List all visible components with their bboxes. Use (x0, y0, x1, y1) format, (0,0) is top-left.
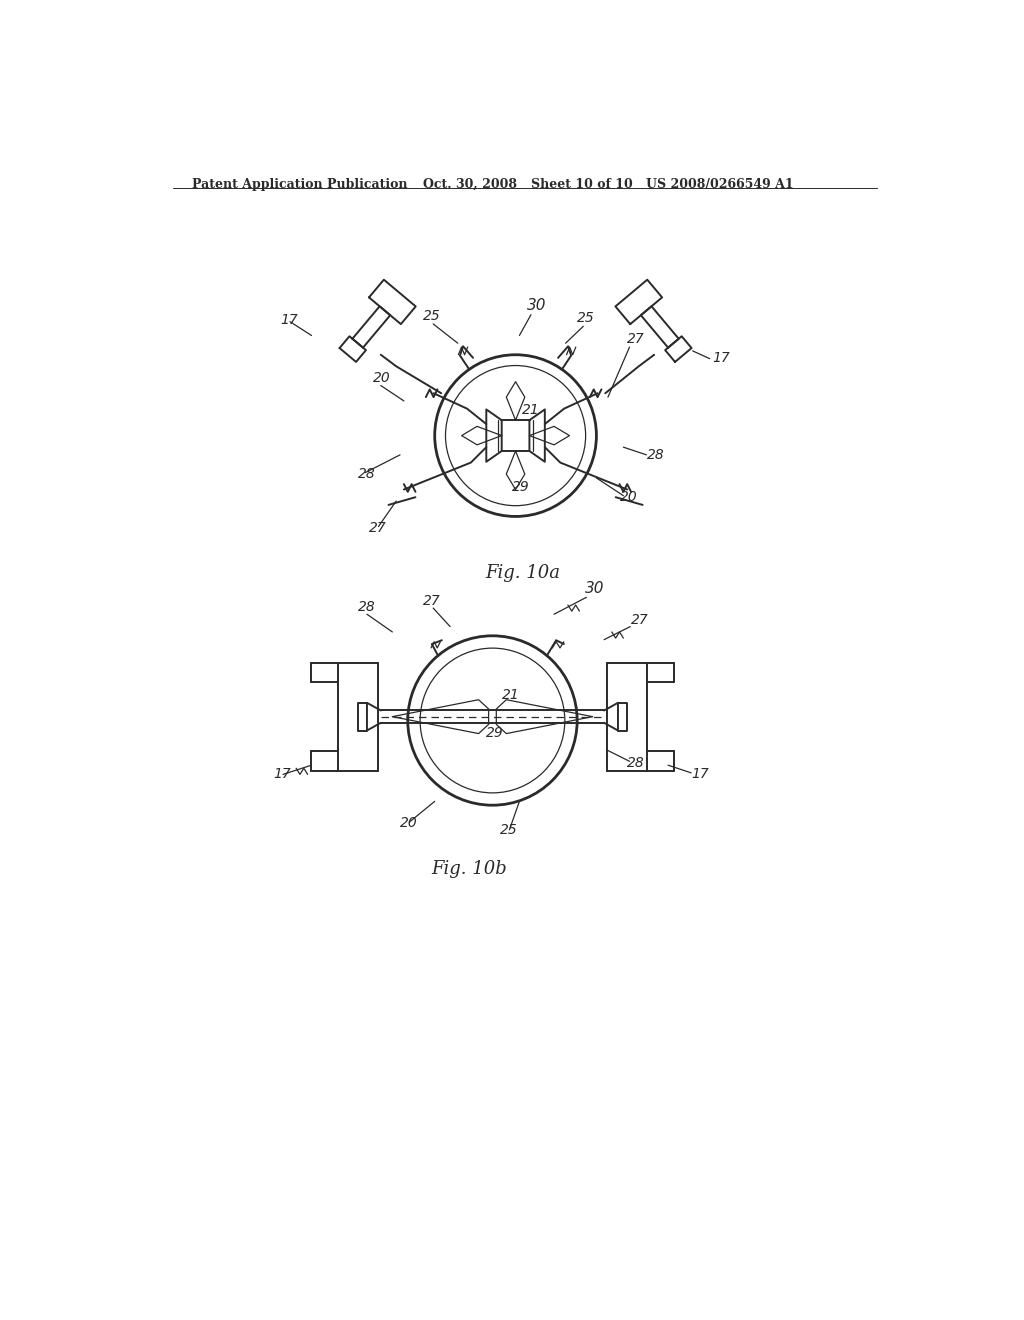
Text: 30: 30 (585, 581, 604, 597)
Text: Patent Application Publication: Patent Application Publication (193, 178, 408, 190)
Text: Fig. 10a: Fig. 10a (485, 564, 561, 582)
Text: 17: 17 (281, 313, 298, 327)
Text: 27: 27 (628, 333, 645, 346)
Text: Fig. 10b: Fig. 10b (431, 861, 507, 879)
Text: 20: 20 (373, 371, 391, 384)
Text: 20: 20 (620, 490, 637, 504)
Text: 30: 30 (527, 298, 547, 313)
Text: 28: 28 (646, 447, 665, 462)
Text: Oct. 30, 2008: Oct. 30, 2008 (423, 178, 517, 190)
Text: Sheet 10 of 10: Sheet 10 of 10 (531, 178, 633, 190)
Text: 17: 17 (691, 767, 709, 781)
Text: 28: 28 (357, 601, 376, 614)
Text: 21: 21 (521, 403, 540, 417)
Text: 29: 29 (512, 480, 529, 494)
Text: 27: 27 (423, 594, 441, 609)
Text: 25: 25 (500, 824, 518, 837)
Text: 27: 27 (631, 614, 649, 627)
Text: 17: 17 (712, 351, 730, 366)
Text: 25: 25 (578, 312, 595, 326)
Text: 17: 17 (273, 767, 291, 781)
Text: 28: 28 (628, 755, 645, 770)
Text: 29: 29 (486, 726, 504, 741)
Text: 27: 27 (370, 521, 387, 535)
Text: 28: 28 (357, 467, 376, 480)
Text: 20: 20 (400, 816, 418, 830)
Text: US 2008/0266549 A1: US 2008/0266549 A1 (646, 178, 794, 190)
Text: 21: 21 (502, 688, 519, 702)
Text: 25: 25 (423, 309, 441, 323)
